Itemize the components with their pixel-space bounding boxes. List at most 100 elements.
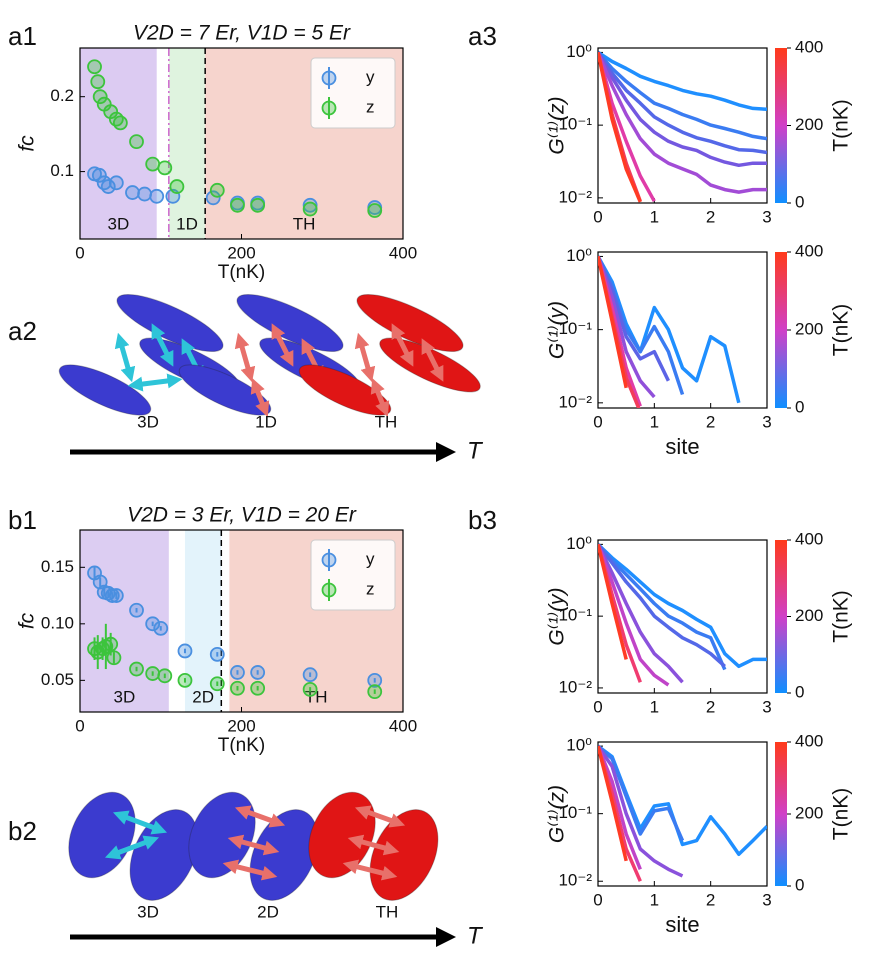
colorbar-tick-label: 400 (795, 731, 823, 750)
region-label: 3D (107, 214, 129, 233)
point (251, 682, 264, 695)
y-axis-label: fc (16, 135, 39, 152)
y-tick-label: 10⁻² (558, 677, 592, 696)
legend-marker (323, 72, 336, 85)
y-tick-label: 0.2 (50, 86, 74, 105)
panel-label: b2 (8, 816, 37, 846)
point (231, 666, 244, 679)
point (146, 667, 159, 680)
lines (598, 52, 767, 202)
point (150, 190, 163, 203)
panel-label: a1 (8, 21, 37, 51)
point (178, 644, 191, 657)
colorbar (775, 252, 787, 408)
legend-box (311, 58, 395, 128)
region-label: 1D (176, 214, 198, 233)
point (304, 683, 317, 696)
phase-label: 3D (137, 902, 159, 921)
legend-label: z (366, 579, 375, 598)
panel-label: b1 (8, 505, 37, 535)
figure: a2 3D 1D TH T b2 3D 2D TH T 3D1DTH020040… (0, 0, 874, 954)
point (231, 199, 244, 212)
point (231, 682, 244, 695)
x-tick-label: 2 (706, 412, 715, 431)
y-axis-label: fc (16, 612, 39, 629)
y-axis-label: G⁽¹⁾(y) (546, 587, 569, 645)
legend-box (311, 540, 395, 610)
point (154, 622, 167, 635)
x-tick-label: 2 (706, 207, 715, 226)
colorbar-tick-label: 400 (795, 529, 823, 548)
x-tick-label: 2 (706, 890, 715, 909)
colorbar (775, 540, 787, 693)
phase-label: 1D (255, 412, 277, 431)
region (169, 48, 205, 239)
colorbar (775, 48, 787, 203)
legend-marker (323, 102, 336, 115)
colorbar-tick-label: 400 (795, 241, 823, 260)
axis-label: T (467, 922, 484, 949)
point (104, 638, 117, 651)
colorbar-tick-label: 200 (795, 606, 823, 625)
y-tick-label: 10⁻² (558, 871, 592, 890)
y-tick-label: 10⁰ (566, 736, 592, 755)
point (158, 669, 171, 682)
x-tick-label: 200 (227, 716, 255, 735)
x-tick-label: 0 (593, 697, 602, 716)
curve (598, 52, 767, 192)
x-axis-label: T(nK) (218, 262, 266, 283)
point (170, 180, 183, 193)
phase-label: 3D (137, 412, 159, 431)
colorbar-tick-label: 0 (795, 875, 804, 894)
y-axis-label: G⁽¹⁾(z) (546, 96, 569, 154)
colorbar-label: T(nK) (830, 590, 853, 643)
chart-3: 3D2DTH02004000.050.100.15T(nK)fcV2D = 3 … (8, 504, 417, 756)
chart-1: 012310⁰10⁻¹10⁻²G⁽¹⁾(z)a30200400T(nK) (468, 21, 853, 227)
panel-label: a3 (468, 21, 497, 51)
point (146, 158, 159, 171)
x-tick-label: 1 (650, 890, 659, 909)
colorbar-label: T(nK) (830, 304, 853, 357)
y-tick-label: 0.1 (50, 161, 74, 180)
x-tick-label: 1 (650, 207, 659, 226)
colorbar-tick-label: 200 (795, 115, 823, 134)
point (251, 666, 264, 679)
x-tick-label: 3 (762, 207, 771, 226)
point (211, 184, 224, 197)
point (126, 186, 139, 199)
phase-label: TH (376, 902, 399, 921)
plot-frame (598, 48, 767, 203)
x-tick-label: 1 (650, 412, 659, 431)
point (130, 663, 143, 676)
x-tick-label: 0 (593, 890, 602, 909)
colorbar-tick-label: 200 (795, 803, 823, 822)
x-tick-label: 1 (650, 697, 659, 716)
x-tick-label: 0 (75, 716, 84, 735)
y-tick-label: 10⁰ (566, 534, 592, 553)
legend-label: y (366, 67, 375, 86)
y-axis-label: G⁽¹⁾(y) (546, 301, 569, 359)
x-tick-label: 3 (762, 890, 771, 909)
y-tick-label: 0.05 (41, 670, 74, 689)
point (130, 135, 143, 148)
x-tick-label: 0 (593, 207, 602, 226)
panel-label: a2 (8, 316, 37, 346)
phase-label: 2D (257, 902, 279, 921)
colorbar-tick-label: 0 (795, 397, 804, 416)
legend-label: y (366, 549, 375, 568)
x-tick-label: 0 (593, 412, 602, 431)
point (368, 685, 381, 698)
y-tick-label: 0.15 (41, 557, 74, 576)
x-tick-label: 0 (75, 243, 84, 262)
chart-2: 012310⁰10⁻¹10⁻²siteG⁽¹⁾(y)0200400T(nK) (546, 241, 853, 458)
y-tick-label: 10⁻² (558, 392, 592, 411)
colorbar-tick-label: 400 (795, 37, 823, 56)
chart-title: V2D = 7 Er, V1D = 5 Er (133, 22, 351, 45)
legend-label: z (366, 97, 375, 116)
point (158, 161, 171, 174)
colorbar-tick-label: 200 (795, 319, 823, 338)
y-axis-label: G⁽¹⁾(z) (546, 785, 569, 843)
point (114, 116, 127, 129)
point (304, 203, 317, 216)
